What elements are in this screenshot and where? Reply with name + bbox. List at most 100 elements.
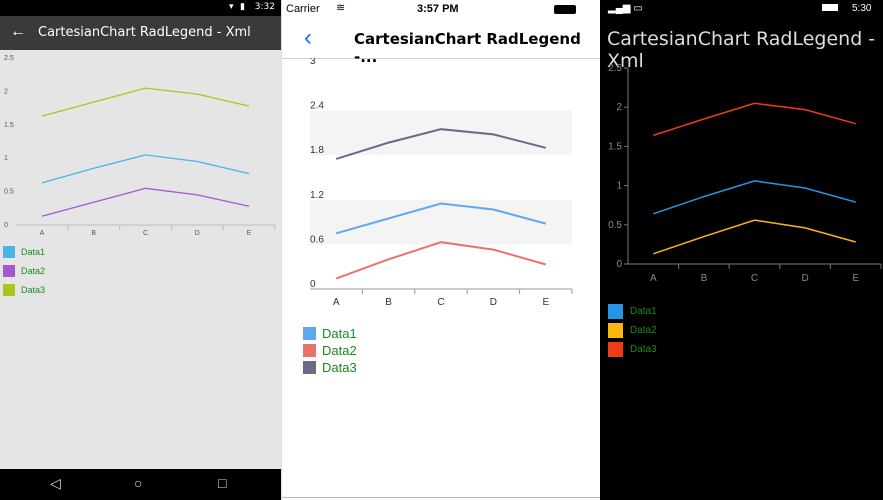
x-tick-label: B bbox=[385, 297, 392, 308]
legend-swatch bbox=[303, 344, 316, 357]
y-tick-label: 1.2 bbox=[310, 190, 324, 201]
nav-home-icon[interactable]: ○ bbox=[134, 475, 143, 491]
y-tick-label: 1.8 bbox=[310, 145, 324, 156]
series-line-data1 bbox=[335, 202, 547, 235]
legend-item-data3: Data3 bbox=[303, 360, 357, 375]
legend-item-data1: Data1 bbox=[303, 326, 357, 341]
status-time: 3:32 bbox=[254, 2, 275, 12]
x-tick-label: A bbox=[650, 273, 657, 284]
x-tick-label: D bbox=[490, 297, 497, 308]
android-panel: ▾ ▮ 3:32 ← CartesianChart RadLegend - Xm… bbox=[0, 0, 281, 500]
legend-label: Data1 bbox=[630, 306, 657, 317]
ios-panel: Carrier ≋ 3:57 PM ‹ CartesianChart RadLe… bbox=[281, 0, 601, 500]
battery-icon bbox=[822, 4, 838, 11]
page-title: CartesianChart RadLegend - Xml bbox=[38, 25, 251, 40]
legend-label: Data1 bbox=[21, 247, 46, 257]
series-line-data2 bbox=[335, 241, 547, 280]
bottom-divider bbox=[282, 497, 601, 498]
legend-label: Data1 bbox=[322, 326, 357, 341]
android-app-bar: ← CartesianChart RadLegend - Xml bbox=[0, 16, 281, 50]
legend-swatch bbox=[608, 342, 623, 357]
legend-item-data2: Data2 bbox=[3, 265, 45, 277]
y-tick-label: 2 bbox=[4, 88, 8, 95]
series-line-data1 bbox=[653, 180, 856, 215]
legend-swatch bbox=[3, 246, 15, 258]
y-tick-label: 1 bbox=[616, 181, 622, 192]
legend-item-data3: Data3 bbox=[3, 284, 45, 296]
wifi-icon: ≋ bbox=[336, 2, 346, 14]
y-tick-label: 1.5 bbox=[608, 141, 622, 152]
carrier-label: Carrier bbox=[286, 3, 320, 15]
series-line-data3 bbox=[335, 128, 547, 160]
android-nav-bar: ◁ ○ □ bbox=[0, 469, 281, 500]
android-status-bar: ▾ ▮ 3:32 bbox=[0, 0, 281, 16]
legend-label: Data3 bbox=[21, 285, 46, 295]
signal-icon: ▂▄▆ ▭ bbox=[608, 3, 643, 14]
legend-item-data2: Data2 bbox=[608, 323, 657, 338]
y-tick-label: 2.5 bbox=[4, 55, 14, 62]
x-tick-label: D bbox=[801, 273, 808, 284]
x-tick-label: E bbox=[247, 230, 252, 237]
battery-icon bbox=[554, 5, 576, 14]
legend-item-data1: Data1 bbox=[3, 246, 45, 258]
ios-status-bar: Carrier ≋ 3:57 PM bbox=[282, 0, 601, 20]
android-chart: 0 0.5 1 1.5 2 2.5 A B C D E bbox=[4, 55, 276, 237]
y-tick-label: 3 bbox=[310, 58, 316, 67]
series-line-data3 bbox=[653, 102, 856, 137]
legend-label: Data2 bbox=[630, 325, 657, 336]
y-tick-label: 0.5 bbox=[4, 189, 14, 196]
y-tick-label: 0 bbox=[310, 279, 316, 290]
x-tick-label: E bbox=[852, 273, 859, 284]
y-tick-label: 0.5 bbox=[608, 220, 622, 231]
nav-recents-icon[interactable]: □ bbox=[218, 475, 227, 491]
x-tick-label: B bbox=[701, 273, 708, 284]
chevron-left-icon[interactable]: ‹ bbox=[304, 24, 312, 51]
series-line-data2 bbox=[653, 219, 856, 255]
y-tick-label: 1.5 bbox=[4, 122, 14, 129]
legend-swatch bbox=[303, 361, 316, 374]
wp-chart: 0 0.5 1 1.5 2 2.5 A B C D E bbox=[608, 63, 882, 284]
wp-panel: ▂▄▆ ▭ 5:30 CartesianChart RadLegend - Xm… bbox=[600, 0, 883, 500]
legend-item-data3: Data3 bbox=[608, 342, 657, 357]
legend-swatch bbox=[3, 284, 15, 296]
legend-item-data2: Data2 bbox=[303, 343, 357, 358]
ios-nav-bar: ‹ CartesianChart RadLegend -... bbox=[282, 20, 601, 66]
y-tick-label: 2 bbox=[616, 102, 622, 113]
x-tick-label: E bbox=[542, 297, 549, 308]
status-icons: ▾ ▮ bbox=[229, 1, 247, 11]
wp-status-bar: ▂▄▆ ▭ 5:30 bbox=[600, 0, 883, 18]
x-tick-label: A bbox=[40, 230, 45, 237]
status-time: 5:30 bbox=[852, 3, 872, 14]
y-tick-label: 1 bbox=[4, 155, 8, 162]
series-line-data3 bbox=[41, 87, 250, 117]
x-tick-label: D bbox=[195, 230, 200, 237]
ios-chart: 0 0.6 1.2 1.8 2.4 3 A B C D E bbox=[310, 58, 573, 308]
y-tick-label: 0 bbox=[616, 259, 622, 270]
legend-label: Data2 bbox=[322, 343, 357, 358]
nav-back-icon[interactable]: ◁ bbox=[50, 475, 61, 491]
x-tick-label: A bbox=[333, 297, 340, 308]
x-tick-label: C bbox=[437, 297, 444, 308]
grid-band bbox=[310, 199, 572, 245]
y-tick-label: 2.5 bbox=[608, 63, 622, 74]
legend-swatch bbox=[303, 327, 316, 340]
y-tick-label: 0 bbox=[4, 222, 8, 229]
arrow-left-icon[interactable]: ← bbox=[10, 23, 26, 40]
x-tick-label: B bbox=[91, 230, 96, 237]
x-tick-label: C bbox=[143, 230, 148, 237]
legend-label: Data3 bbox=[322, 360, 357, 375]
page-title: CartesianChart RadLegend -... bbox=[354, 30, 581, 66]
legend-swatch bbox=[3, 265, 15, 277]
y-tick-label: 0.6 bbox=[310, 234, 324, 245]
series-line-data1 bbox=[41, 154, 250, 184]
x-tick-label: C bbox=[751, 273, 758, 284]
legend-label: Data3 bbox=[630, 344, 657, 355]
page-title: CartesianChart RadLegend - Xml bbox=[607, 28, 876, 72]
status-time: 3:57 PM bbox=[417, 3, 459, 15]
legend-swatch bbox=[608, 304, 623, 319]
legend-swatch bbox=[608, 323, 623, 338]
legend-item-data1: Data1 bbox=[608, 304, 657, 319]
y-tick-label: 2.4 bbox=[310, 101, 324, 112]
grid-band bbox=[310, 110, 572, 156]
series-line-data2 bbox=[41, 187, 250, 217]
